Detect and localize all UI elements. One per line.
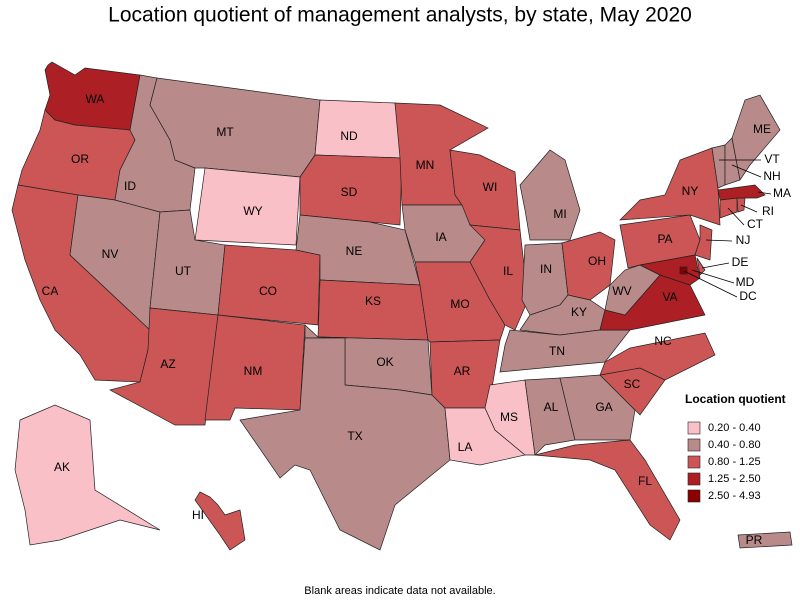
state-label: NV	[102, 247, 119, 261]
legend-label: 0.80 - 1.25	[708, 456, 761, 468]
states	[11, 61, 793, 551]
state-label: HI	[192, 508, 204, 522]
state-label: AK	[54, 460, 70, 474]
state	[194, 491, 246, 551]
state-label: OR	[71, 152, 89, 166]
state-label: CO	[259, 284, 277, 298]
legend-swatch	[687, 438, 701, 452]
state	[619, 147, 721, 226]
state	[694, 224, 713, 261]
state-label: WI	[483, 180, 498, 194]
legend-swatch	[687, 472, 701, 486]
leader-line	[727, 207, 745, 226]
state-label: ME	[753, 122, 771, 136]
state	[469, 224, 529, 331]
state	[14, 404, 161, 546]
leader-line	[731, 164, 762, 178]
state-label: AZ	[160, 357, 175, 371]
state	[731, 94, 781, 181]
legend-label: 0.20 - 0.40	[708, 422, 761, 434]
state	[519, 149, 581, 241]
state-label: MI	[553, 207, 566, 221]
state-label: IA	[435, 230, 446, 244]
state-label: WY	[243, 204, 262, 218]
state-label: UT	[175, 264, 192, 278]
state	[239, 337, 451, 551]
state-label: TX	[347, 429, 362, 443]
state	[194, 167, 301, 246]
legend: 0.20 - 0.40 0.40 - 0.80 0.80 - 1.25 1.25 - …	[687, 421, 761, 503]
state-label: VT	[764, 152, 780, 166]
state-label: MO	[450, 297, 469, 311]
legend-title: Location quotient	[685, 392, 786, 406]
state-label: AR	[454, 364, 471, 378]
state	[679, 266, 688, 275]
state	[524, 377, 576, 456]
state-label: WA	[86, 92, 105, 106]
leader-line	[701, 262, 730, 269]
state-label: ND	[340, 129, 358, 143]
state	[534, 439, 681, 541]
state-labels: WA OR CA NV ID MT WY UT CO AZ NM ND SD NE KS OK TX MN IA MO…	[42, 92, 791, 547]
legend-label: 2.50 - 4.93	[708, 490, 761, 502]
leader-line	[740, 204, 758, 213]
state	[599, 332, 716, 381]
state-label: OK	[376, 355, 393, 369]
state-label: NH	[763, 169, 780, 183]
state-label: IL	[503, 264, 513, 278]
state-label: CT	[747, 217, 764, 231]
state	[314, 99, 403, 159]
legend-label: 0.40 - 0.80	[708, 439, 761, 451]
leader-line	[691, 269, 735, 284]
state-label: MN	[416, 158, 435, 172]
state	[696, 257, 706, 276]
state-label: SD	[341, 185, 358, 199]
legend-swatch	[687, 489, 701, 503]
state-label: OH	[588, 254, 606, 268]
state-label: KY	[571, 305, 587, 319]
state	[638, 254, 701, 286]
state-label: DC	[739, 289, 757, 303]
state-label: MD	[736, 275, 755, 289]
note: Blank areas indicate data not available.	[304, 585, 495, 597]
state-label: IN	[540, 262, 552, 276]
state-label: LA	[458, 440, 473, 454]
state	[317, 279, 429, 341]
legend-swatch	[687, 421, 701, 435]
leader-line	[757, 191, 772, 195]
state-label: PR	[746, 533, 763, 547]
state-label: KS	[365, 294, 381, 308]
state-label: RI	[762, 204, 774, 218]
state-label: NY	[682, 184, 699, 198]
state-label: MS	[500, 410, 518, 424]
state-label: PA	[657, 232, 672, 246]
state-label: ID	[124, 179, 136, 193]
state-label: DE	[732, 255, 749, 269]
state-label: VA	[662, 290, 677, 304]
map-title: Location quotient of management analysts…	[108, 4, 692, 27]
state	[217, 244, 321, 326]
state-label: NC	[654, 334, 672, 348]
state	[717, 184, 766, 201]
state-label: CA	[42, 284, 59, 298]
state-label: AL	[544, 400, 559, 414]
leader-line	[683, 270, 738, 298]
state-label: MA	[773, 186, 791, 200]
legend-swatch	[687, 455, 701, 469]
state-label: SC	[624, 377, 641, 391]
leader-line	[705, 239, 733, 242]
state-label: FL	[638, 474, 652, 488]
state-label: NM	[244, 364, 263, 378]
state-label: NJ	[736, 233, 751, 247]
state-label: NE	[346, 244, 363, 258]
state-label: TN	[549, 344, 565, 358]
state-label: GA	[595, 400, 612, 414]
state	[737, 531, 793, 549]
state-label: WV	[612, 284, 631, 298]
legend-label: 1.25 - 2.50	[708, 473, 761, 485]
state-label: MT	[216, 125, 234, 139]
